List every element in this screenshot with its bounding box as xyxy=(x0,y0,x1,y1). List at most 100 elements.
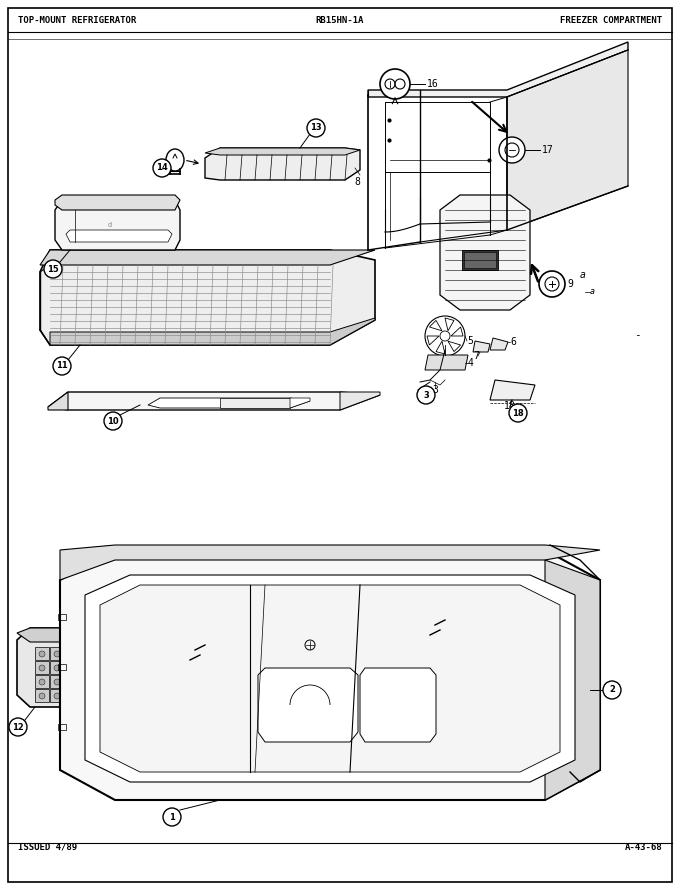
Text: -: - xyxy=(634,330,641,340)
Bar xyxy=(464,252,496,268)
Polygon shape xyxy=(507,50,628,230)
Text: 4: 4 xyxy=(468,358,474,368)
Polygon shape xyxy=(40,250,375,265)
Polygon shape xyxy=(440,195,530,310)
Text: 3: 3 xyxy=(423,391,429,400)
Polygon shape xyxy=(55,195,180,210)
Polygon shape xyxy=(66,230,172,242)
Circle shape xyxy=(99,679,105,685)
Circle shape xyxy=(69,651,75,657)
Bar xyxy=(50,689,64,702)
Circle shape xyxy=(54,693,60,699)
Bar xyxy=(95,647,109,660)
Circle shape xyxy=(99,665,105,671)
Text: 6: 6 xyxy=(510,337,516,347)
Circle shape xyxy=(114,693,120,699)
Text: 7: 7 xyxy=(473,351,479,361)
Bar xyxy=(35,675,49,688)
Text: 1: 1 xyxy=(169,813,175,821)
Text: 3: 3 xyxy=(432,385,438,395)
Bar xyxy=(110,661,124,674)
Bar xyxy=(125,689,139,702)
Bar xyxy=(65,675,79,688)
Circle shape xyxy=(69,665,75,671)
Polygon shape xyxy=(148,398,310,408)
Circle shape xyxy=(84,651,90,657)
Text: FREEZER COMPARTMENT: FREEZER COMPARTMENT xyxy=(560,16,662,25)
Text: 5: 5 xyxy=(467,336,473,346)
Bar xyxy=(95,675,109,688)
Polygon shape xyxy=(48,392,380,410)
Circle shape xyxy=(39,665,45,671)
Bar xyxy=(125,661,139,674)
Circle shape xyxy=(307,119,325,137)
Circle shape xyxy=(84,679,90,685)
Circle shape xyxy=(39,693,45,699)
Polygon shape xyxy=(100,585,560,772)
Text: 17: 17 xyxy=(542,145,554,155)
Circle shape xyxy=(44,260,62,278)
Polygon shape xyxy=(60,550,600,800)
Circle shape xyxy=(69,693,75,699)
Text: ISSUED 4/89: ISSUED 4/89 xyxy=(18,843,77,852)
Polygon shape xyxy=(545,560,600,800)
Bar xyxy=(65,689,79,702)
Polygon shape xyxy=(17,628,168,642)
Bar xyxy=(125,647,139,660)
Bar xyxy=(50,647,64,660)
Bar xyxy=(58,614,66,620)
Circle shape xyxy=(603,681,621,699)
Text: 10: 10 xyxy=(107,417,119,425)
Polygon shape xyxy=(360,668,436,742)
Bar xyxy=(58,664,66,670)
Circle shape xyxy=(104,412,122,430)
Text: 16: 16 xyxy=(427,79,439,89)
Bar xyxy=(80,661,94,674)
Circle shape xyxy=(9,718,27,736)
Polygon shape xyxy=(490,338,508,350)
Bar xyxy=(80,675,94,688)
Polygon shape xyxy=(60,545,600,580)
Circle shape xyxy=(114,665,120,671)
Polygon shape xyxy=(85,575,575,782)
Bar xyxy=(50,675,64,688)
Bar xyxy=(65,647,79,660)
Bar xyxy=(80,689,94,702)
Polygon shape xyxy=(17,628,168,707)
Polygon shape xyxy=(55,200,180,250)
Circle shape xyxy=(53,357,71,375)
Circle shape xyxy=(54,679,60,685)
Circle shape xyxy=(153,159,171,177)
Bar xyxy=(95,661,109,674)
Polygon shape xyxy=(340,392,380,410)
Text: 2: 2 xyxy=(609,685,615,694)
Circle shape xyxy=(499,137,525,163)
Circle shape xyxy=(84,665,90,671)
Polygon shape xyxy=(368,42,628,97)
Circle shape xyxy=(114,651,120,657)
Bar xyxy=(80,647,94,660)
Circle shape xyxy=(54,665,60,671)
Bar xyxy=(462,250,498,270)
Bar xyxy=(58,724,66,730)
Text: 18: 18 xyxy=(512,409,524,417)
Polygon shape xyxy=(205,148,360,180)
Bar xyxy=(110,675,124,688)
Bar xyxy=(35,647,49,660)
Text: A-43-68: A-43-68 xyxy=(624,843,662,852)
Text: 9: 9 xyxy=(567,279,573,289)
Ellipse shape xyxy=(166,149,184,171)
Text: 14: 14 xyxy=(156,164,168,173)
Circle shape xyxy=(129,679,135,685)
Bar xyxy=(35,661,49,674)
Circle shape xyxy=(417,386,435,404)
Polygon shape xyxy=(425,355,468,370)
Circle shape xyxy=(539,271,565,297)
Circle shape xyxy=(163,808,181,826)
Text: TOP-MOUNT REFRIGERATOR: TOP-MOUNT REFRIGERATOR xyxy=(18,16,136,25)
Bar xyxy=(50,661,64,674)
Circle shape xyxy=(129,665,135,671)
Polygon shape xyxy=(50,318,375,345)
Text: RB15HN-1A: RB15HN-1A xyxy=(316,16,364,25)
Circle shape xyxy=(84,693,90,699)
